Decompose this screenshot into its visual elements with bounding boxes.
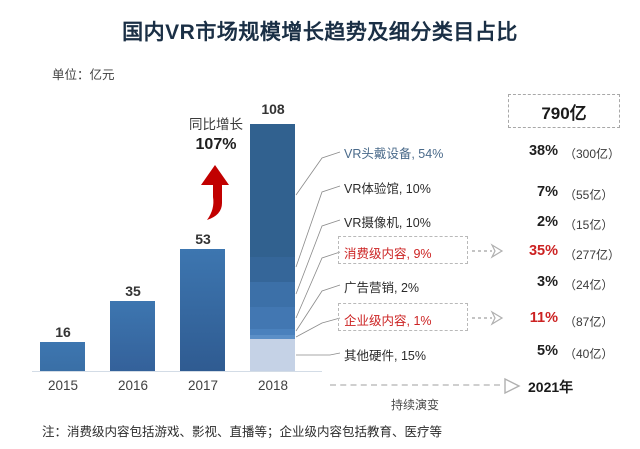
segment-label-enterprise-content: 企业级内容, 1%: [344, 314, 432, 328]
projection-pct-1: 7%: [537, 184, 558, 200]
bar-2017: [180, 249, 225, 371]
projection-amount-2: （15亿）: [564, 218, 614, 232]
projection-pct-6: 5%: [537, 343, 558, 359]
page-title: 国内VR市场规模增长趋势及细分类目占比: [122, 21, 518, 44]
highlight-box-enterprise-content: [338, 303, 468, 331]
footnote: 注：消费级内容包括游戏、影视、直播等；企业级内容包括教育、医疗等: [42, 425, 443, 439]
projection-amount-0: （300亿）: [564, 147, 621, 161]
segment-other-hardware: [250, 339, 295, 371]
x-tick-2015: 2015: [47, 378, 79, 393]
triangle-right-icon: [504, 377, 521, 395]
segment-label-vr-arcade: VR体验馆, 10%: [344, 182, 431, 196]
segment-ad-marketing: [250, 329, 295, 335]
bar-2015: [40, 342, 85, 371]
red-up-arrow-icon: [195, 163, 235, 228]
segment-consumer-content: [250, 307, 295, 329]
segment-vr-camera: [250, 282, 295, 307]
projection-amount-4: （24亿）: [564, 278, 614, 292]
timeline-end-year: 2021年: [528, 379, 574, 395]
bar-2016: [110, 301, 155, 371]
segment-label-ad-marketing: 广告营销, 2%: [344, 281, 420, 295]
growth-label: 同比增长: [189, 117, 243, 132]
segment-enterprise-content: [250, 335, 295, 339]
projection-pct-3: 35%: [528, 243, 558, 259]
x-tick-2018: 2018: [257, 378, 289, 393]
segment-label-other-hardware: 其他硬件, 15%: [344, 349, 426, 363]
segment-vr-arcade: [250, 257, 295, 282]
segment-label-vr-headset: VR头戴设备, 54%: [344, 147, 444, 161]
projection-amount-1: （55亿）: [564, 188, 614, 202]
segment-label-vr-camera: VR摄像机, 10%: [344, 216, 431, 230]
timeline-caption: 持续演变: [390, 398, 439, 412]
total-value: 790亿: [541, 103, 587, 123]
bar-value-2015: 16: [55, 324, 71, 340]
x-axis-line: [32, 371, 322, 372]
segment-label-consumer-content: 消费级内容, 9%: [344, 247, 432, 261]
bar-value-2017: 53: [195, 231, 211, 247]
bar-value-2018: 108: [261, 101, 285, 117]
projection-amount-6: （40亿）: [564, 347, 614, 361]
bar-value-2016: 35: [125, 283, 141, 299]
projection-pct-5: 11%: [529, 310, 558, 326]
unit-label: 单位：亿元: [52, 68, 115, 82]
x-tick-2016: 2016: [117, 378, 149, 393]
projection-amount-3: （277亿）: [564, 248, 621, 262]
highlight-box-consumer-content: [338, 236, 468, 264]
projection-pct-0: 38%: [528, 143, 558, 159]
projection-pct-4: 3%: [537, 274, 558, 290]
x-tick-2017: 2017: [187, 378, 219, 393]
bar-2018-stacked: [250, 124, 295, 371]
dashed-arrow-consumer-content: [472, 243, 504, 259]
total-value-box: 790亿: [508, 94, 620, 128]
segment-vr-headset: [250, 124, 295, 257]
projection-amount-5: （87亿）: [564, 315, 614, 329]
growth-percent: 107%: [195, 136, 237, 153]
projection-pct-2: 2%: [537, 214, 558, 230]
timeline-dashed-line: [330, 384, 500, 386]
dashed-arrow-enterprise-content: [472, 310, 504, 326]
